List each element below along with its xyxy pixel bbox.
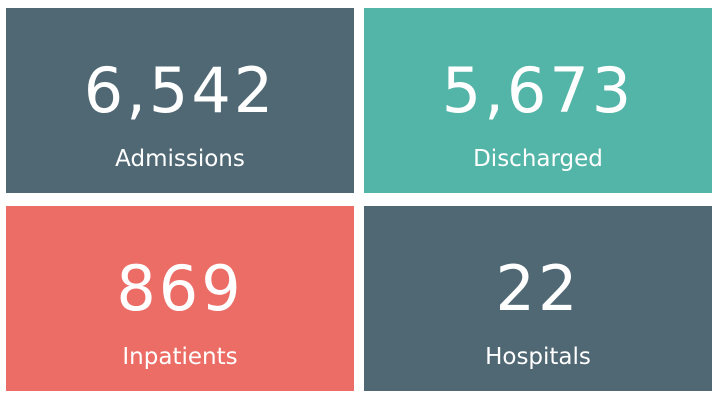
kpi-card: 22 Hospitals: [364, 206, 712, 391]
kpi-label: Discharged: [473, 146, 603, 172]
kpi-label: Hospitals: [485, 344, 591, 370]
kpi-value: 5,673: [441, 54, 635, 127]
kpi-card: 6,542 Admissions: [6, 8, 354, 193]
kpi-card: 869 Inpatients: [6, 206, 354, 391]
kpi-value: 869: [116, 252, 244, 325]
kpi-value: 6,542: [83, 54, 277, 127]
kpi-label: Inpatients: [122, 344, 238, 370]
kpi-card: 5,673 Discharged: [364, 8, 712, 193]
kpi-label: Admissions: [115, 146, 245, 172]
kpi-value: 22: [495, 252, 581, 325]
